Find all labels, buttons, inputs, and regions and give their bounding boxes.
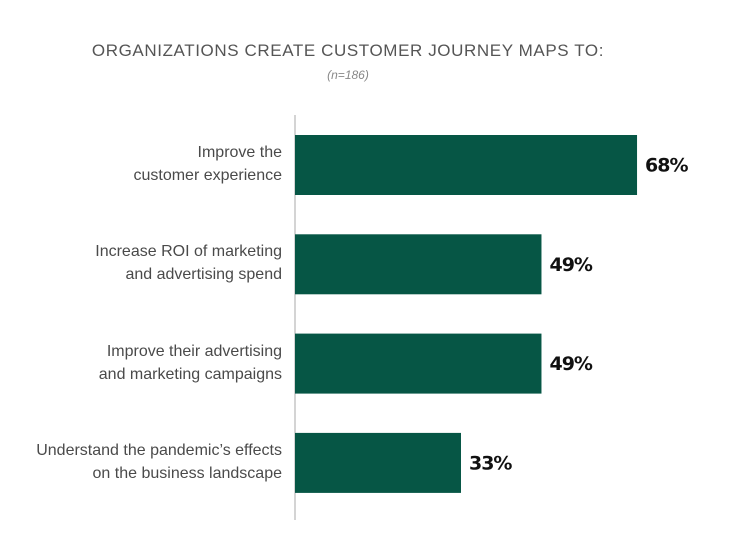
bar [295, 135, 638, 195]
value-label: 68% [645, 155, 688, 177]
category-label: Understand the pandemic’s effects on the… [36, 441, 282, 482]
chart-title: ORGANIZATIONS CREATE CUSTOMER JOURNEY MA… [92, 41, 604, 60]
value-label: 33% [469, 452, 512, 474]
bar [295, 234, 542, 295]
bar [295, 333, 542, 394]
category-label: Increase ROI of marketing and advertisin… [95, 243, 282, 284]
bar [295, 432, 461, 493]
category-label: Improve their advertising and marketing … [98, 342, 282, 383]
chart-subtitle: (n=186) [327, 68, 369, 82]
category-label: Improve the customer experience [133, 144, 282, 184]
value-label: 49% [549, 254, 592, 276]
value-label: 49% [549, 353, 592, 375]
